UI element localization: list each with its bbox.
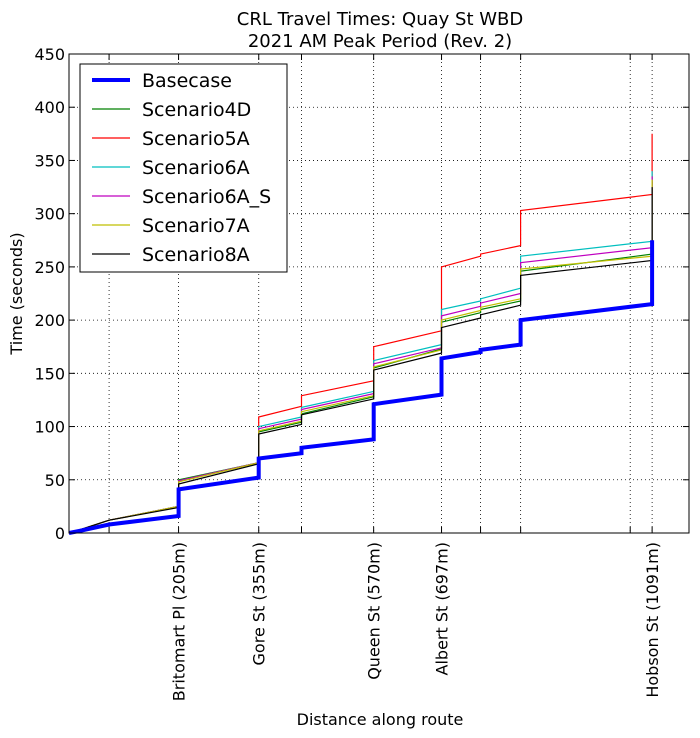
chart-subtitle: 2021 AM Peak Period (Rev. 2) <box>248 31 512 52</box>
chart-title: CRL Travel Times: Quay St WBD <box>237 9 523 30</box>
y-tick-label: 450 <box>34 45 65 64</box>
x-tick-label: Gore St (355m) <box>250 542 269 665</box>
legend: Basecase Scenario4D Scenario5A Scenario6A Sc… <box>79 63 288 273</box>
y-tick-label: 150 <box>34 364 65 383</box>
series-line-basecase <box>68 240 655 535</box>
x-axis-label: Distance along route <box>297 710 464 729</box>
x-tick-label: Britomart Pl (205m) <box>170 542 189 701</box>
x-tick-label: Hobson St (1091m) <box>643 542 662 698</box>
legend-label: Basecase <box>142 70 232 92</box>
legend-label: Scenario5A <box>142 128 250 150</box>
legend-label: Scenario6A_S <box>142 186 271 208</box>
y-axis-label: Time (seconds) <box>7 232 26 355</box>
x-tick-label: Queen St (570m) <box>365 542 384 680</box>
legend-label: Scenario8A <box>142 244 250 266</box>
y-tick-label: 350 <box>34 151 65 170</box>
plot-frame <box>68 53 690 534</box>
y-tick-label: 50 <box>45 471 65 490</box>
y-tick-label: 400 <box>34 98 65 117</box>
legend-box <box>79 63 288 273</box>
x-tick-label: Albert St (697m) <box>433 542 452 675</box>
y-tick-label: 300 <box>34 205 65 224</box>
y-tick-label: 100 <box>34 418 65 437</box>
y-tick-label: 0 <box>55 524 65 543</box>
legend-label: Scenario6A <box>142 157 250 179</box>
legend-label: Scenario4D <box>142 99 251 121</box>
y-tick-label: 250 <box>34 258 65 277</box>
legend-label: Scenario7A <box>142 215 250 237</box>
y-tick-label: 200 <box>34 311 65 330</box>
